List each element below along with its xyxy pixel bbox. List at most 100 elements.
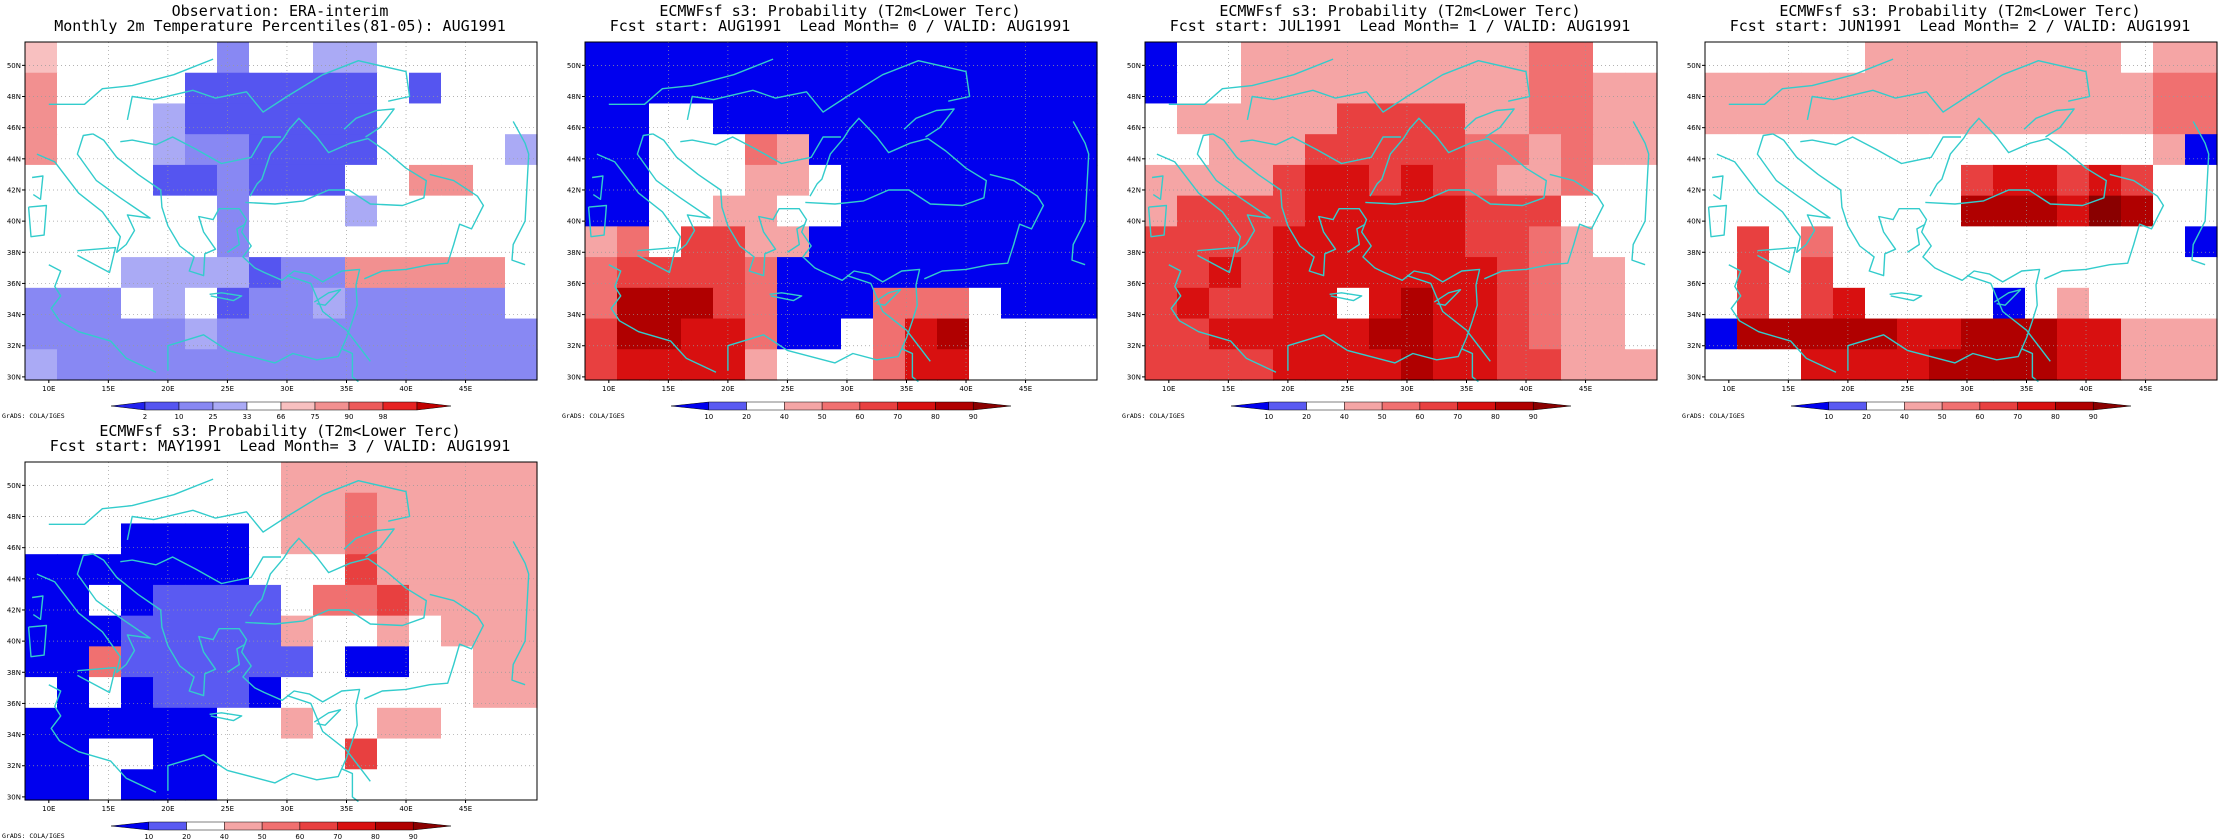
grid-cell <box>777 134 810 166</box>
grid-cell <box>57 738 90 770</box>
grid-cell <box>25 769 58 801</box>
grid-cell <box>217 615 250 647</box>
grid-cell <box>345 769 378 801</box>
map-panel-lead-3: ECMWFsf s3: Probability (T2m<Lower Terc)… <box>0 420 560 840</box>
grid-cell <box>121 707 154 740</box>
coastline-path <box>608 58 774 105</box>
grid-cell <box>2185 164 2218 197</box>
grid-cell <box>377 554 410 586</box>
coastline-path <box>1463 108 1515 138</box>
grid-cell <box>345 72 378 105</box>
coastline-path <box>511 121 530 266</box>
grid-cell <box>1241 134 1274 166</box>
grid-cell <box>2185 195 2218 227</box>
grid-cell <box>745 195 778 227</box>
panel-title-line2: Fcst start: MAY1991 Lead Month= 3 / VALI… <box>49 437 511 455</box>
coastline-path <box>1707 204 1728 238</box>
grid-cell <box>377 646 410 678</box>
x-tick-label: 15E <box>102 805 115 813</box>
x-tick-label: 40E <box>399 385 412 393</box>
grid-cell <box>441 707 474 740</box>
grid-cell <box>2153 164 2186 197</box>
grads-credit: GrADS: COLA/IGES <box>1122 412 1185 420</box>
grid-cell <box>1209 287 1242 320</box>
grid-cell <box>249 769 282 801</box>
grid-cell <box>1705 72 1738 105</box>
grid-cell <box>25 318 58 350</box>
y-tick-label: 34N <box>7 731 21 739</box>
colorbar-label: 40 <box>780 413 789 420</box>
y-tick-label: 46N <box>7 544 21 552</box>
grid-cell <box>121 554 154 586</box>
y-tick-label: 42N <box>1687 186 1701 194</box>
grid-cell <box>1273 42 1306 74</box>
x-tick-label: 10E <box>1162 385 1175 393</box>
grid-cell <box>1305 164 1338 197</box>
y-tick-label: 50N <box>7 482 21 490</box>
grid-cell <box>1305 103 1338 135</box>
grid-cell <box>1561 164 1594 197</box>
grid-cell <box>121 349 154 381</box>
grid-cell <box>441 584 474 617</box>
panel-title-line1: ECMWFsf s3: Probability (T2m<Lower Terc) <box>1779 2 2141 20</box>
grid-cell <box>873 42 906 74</box>
grid-cell <box>1401 195 1434 227</box>
grid-cell <box>249 554 282 586</box>
grid-cell <box>1593 164 1626 197</box>
grid-cell <box>777 42 810 74</box>
grid-cell <box>2153 72 2186 105</box>
grid-cell <box>121 195 154 227</box>
grid-cell <box>937 226 970 258</box>
coastline-path <box>873 289 902 306</box>
grid-cell <box>153 615 186 647</box>
coastline-path <box>1168 264 1277 373</box>
grid-cell <box>345 492 378 525</box>
colorbar-segment <box>148 821 187 831</box>
grid-cell <box>409 492 442 525</box>
grid-cell <box>345 646 378 678</box>
grid-cell <box>2153 226 2186 258</box>
grid-cell <box>2121 42 2154 74</box>
colorbar-label: 10 <box>1264 413 1273 420</box>
grid-cell <box>377 769 410 801</box>
grid-cell <box>57 707 90 740</box>
grid-cell <box>841 164 874 197</box>
grid-cell <box>1625 42 1658 74</box>
grid-cell <box>153 523 186 555</box>
grid-cell <box>473 349 506 381</box>
grid-cell <box>281 195 314 227</box>
grid-cell <box>57 349 90 381</box>
coastline-path <box>1728 58 1894 105</box>
grid-cell <box>1737 195 1770 227</box>
x-tick-label: 15E <box>1782 385 1795 393</box>
grid-cell <box>969 349 1002 381</box>
grid-cell <box>2185 103 2218 135</box>
map-plot: 10E 15E 20E 25E 30E 35E 40E 45E 30N 32N 34N 36N 38N 4… <box>562 41 1098 420</box>
grid-cell <box>1065 287 1098 320</box>
grid-cell <box>969 72 1002 105</box>
grid-cell <box>25 462 58 494</box>
map-panel-lead-2: ECMWFsf s3: Probability (T2m<Lower Terc)… <box>1680 0 2240 420</box>
grid-cell <box>441 492 474 525</box>
y-tick-label: 30N <box>7 373 21 381</box>
grid-cell <box>473 287 506 320</box>
grid-cell <box>649 318 682 350</box>
colorbar-label: 66 <box>277 413 286 420</box>
grid-cell <box>345 554 378 586</box>
grid-cell <box>2025 349 2058 381</box>
grid-cell <box>777 318 810 350</box>
grid-cell <box>1369 349 1402 381</box>
grid-cell <box>1177 42 1210 74</box>
grid-cell <box>1145 287 1178 320</box>
grid-cell <box>841 72 874 105</box>
grid-cell <box>905 195 938 227</box>
x-tick-label: 20E <box>1841 385 1854 393</box>
grid-cell <box>1433 318 1466 350</box>
grid-cell <box>121 769 154 801</box>
grid-cell <box>1369 318 1402 350</box>
colorbar-segment <box>178 401 214 411</box>
grid-cell <box>409 615 442 647</box>
x-tick-label: 35E <box>1460 385 1473 393</box>
grid-cell <box>841 195 874 227</box>
grid-cell <box>153 195 186 227</box>
